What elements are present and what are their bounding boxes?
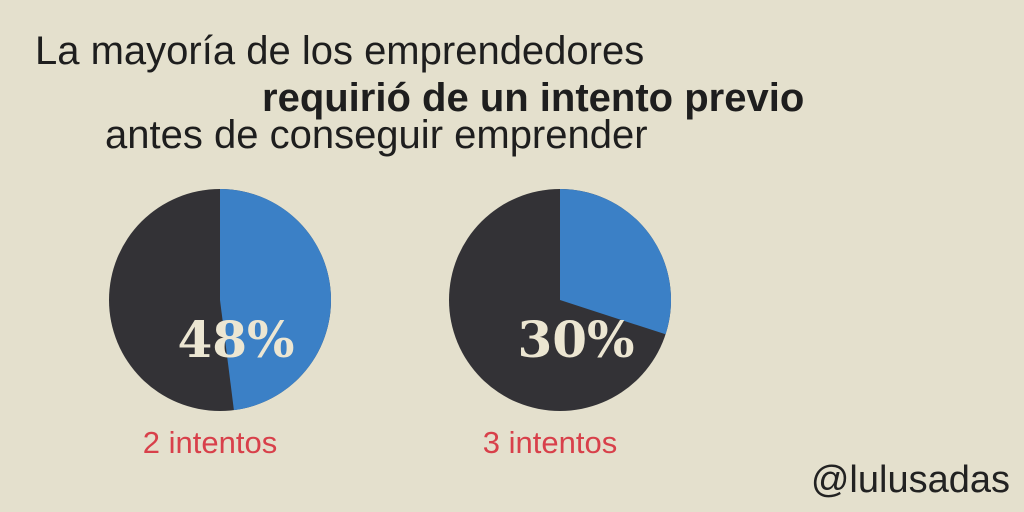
footer-handle: @lulusadas bbox=[811, 459, 1010, 501]
percent-label: 30% bbox=[517, 310, 634, 369]
pie-slice bbox=[220, 189, 332, 411]
title-line: antes de conseguir emprender bbox=[105, 113, 648, 157]
title-line-bold: requirió de un intento previo bbox=[262, 76, 804, 120]
title-line: La mayoría de los emprendedores bbox=[35, 29, 644, 73]
pie-caption: 2 intentos bbox=[143, 425, 277, 460]
percent-label: 48% bbox=[177, 310, 294, 369]
pie-caption: 3 intentos bbox=[483, 425, 617, 460]
pie-slice bbox=[560, 189, 671, 335]
